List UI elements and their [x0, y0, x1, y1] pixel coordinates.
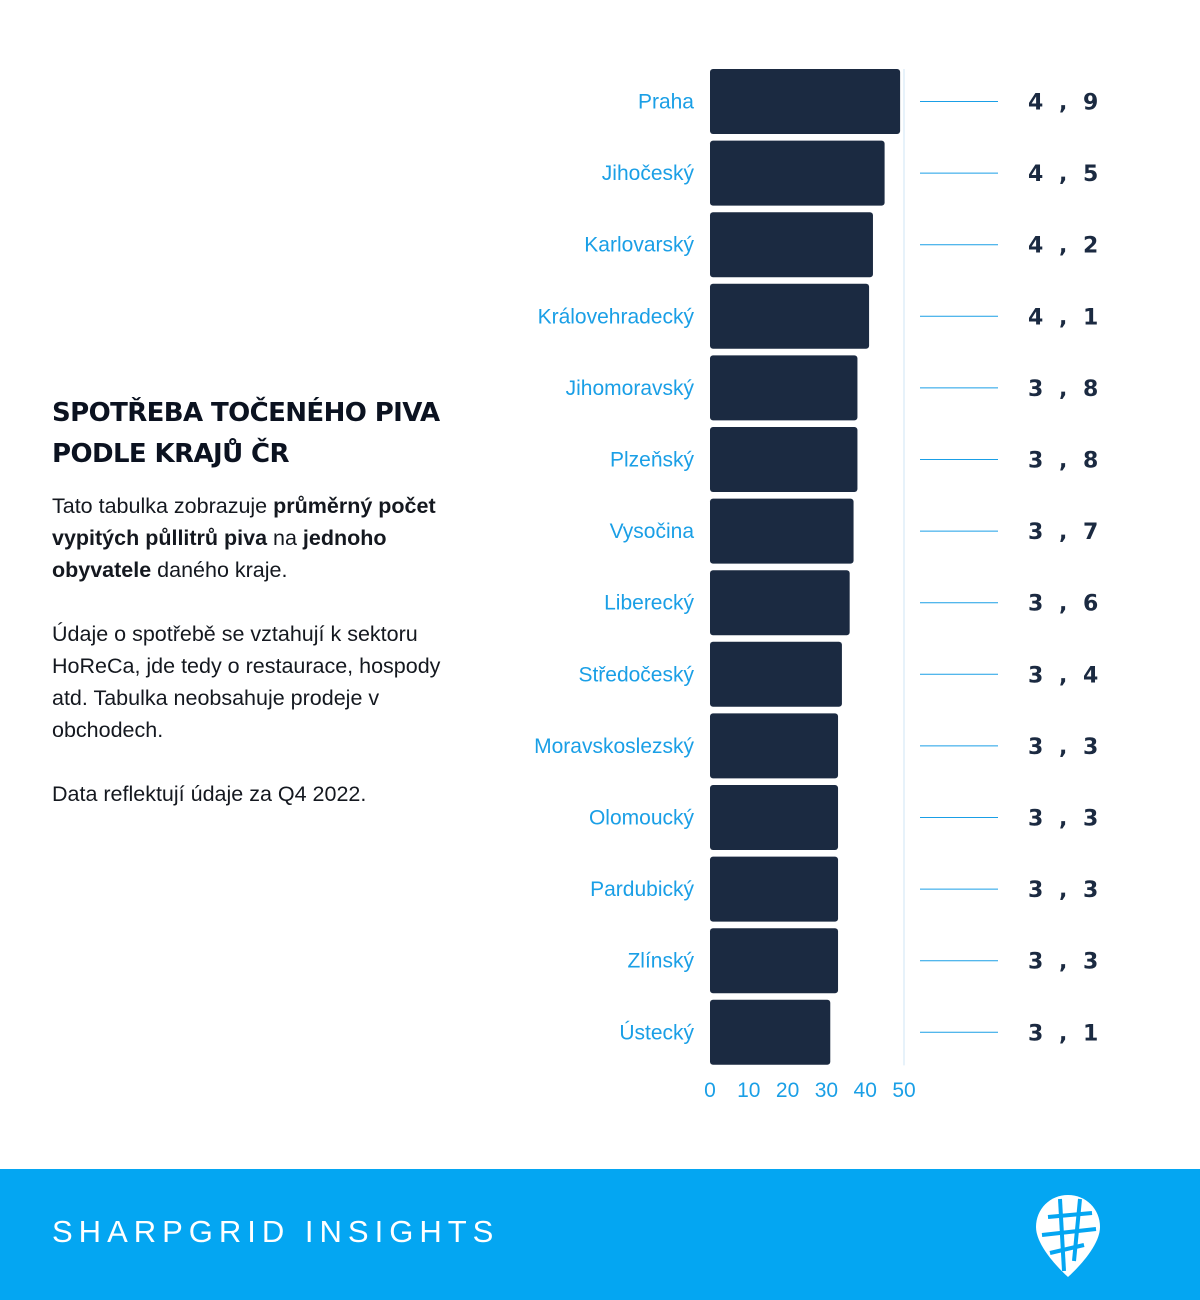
value-label: 3 , 6 — [1028, 592, 1102, 617]
category-label: Olomoucký — [589, 807, 695, 830]
bar — [710, 713, 839, 779]
x-tick-label: 10 — [737, 1079, 760, 1102]
bar — [710, 212, 873, 278]
category-label: Plzeňský — [610, 449, 695, 472]
value-label: 3 , 3 — [1028, 735, 1102, 760]
category-label: Liberecký — [604, 592, 694, 615]
value-label: 4 , 9 — [1028, 91, 1102, 116]
value-label: 3 , 3 — [1028, 950, 1102, 975]
category-label: Královehradecký — [538, 305, 695, 328]
description-paragraph-1: Tato tabulka zobrazuje průměrný počet vy… — [52, 490, 472, 586]
value-label: 3 , 4 — [1028, 663, 1102, 688]
x-tick-label: 30 — [815, 1079, 838, 1102]
bar — [710, 427, 858, 492]
bar — [710, 570, 850, 636]
description-paragraph-3: Data reflektují údaje za Q4 2022. — [52, 782, 367, 806]
bar — [710, 999, 831, 1065]
bar — [710, 856, 839, 922]
value-label: 4 , 1 — [1028, 305, 1102, 330]
bar — [710, 355, 858, 421]
description-text: Tato tabulka zobrazuje — [52, 494, 274, 518]
category-label: Praha — [638, 91, 694, 114]
description-paragraph-2: Údaje o spotřebě se vztahují k sektoru H… — [52, 622, 441, 742]
value-label: 3 , 8 — [1028, 377, 1102, 402]
value-label: 3 , 3 — [1028, 807, 1102, 832]
brand-name: SHARPGRID INSIGHTS — [52, 1214, 500, 1249]
x-tick-label: 50 — [892, 1079, 915, 1102]
value-label: 3 , 8 — [1028, 449, 1102, 474]
value-label: 3 , 7 — [1028, 520, 1102, 545]
bar — [710, 928, 839, 994]
x-tick-label: 20 — [776, 1079, 799, 1102]
bar-chart: Praha 4 , 9 Jihočeský 4 , 5 Karlovarský 4 , 2… — [534, 69, 1102, 1102]
value-label: 3 , 1 — [1028, 1021, 1102, 1046]
chart-title: SPOTŘEBA TOČENÉHO PIVA PODLE KRAJŮ ČR — [52, 398, 440, 469]
footer-bar — [0, 1169, 1200, 1300]
category-label: Zlínský — [627, 950, 694, 973]
map-pin-grid-icon — [1036, 1195, 1100, 1277]
bar — [710, 69, 901, 134]
category-label: Jihočeský — [602, 162, 695, 185]
value-label: 4 , 5 — [1028, 162, 1102, 187]
bar — [710, 641, 842, 707]
x-tick-label: 40 — [854, 1079, 877, 1102]
category-label: Jihomoravský — [566, 377, 695, 400]
value-label: 4 , 2 — [1028, 234, 1102, 259]
category-label: Karlovarský — [584, 234, 694, 257]
description-highlight: jednoho obyvatele — [52, 526, 387, 582]
bar — [710, 140, 885, 206]
bar — [710, 283, 870, 349]
description-text: daného kraje. — [151, 558, 288, 582]
description-text: na — [267, 526, 303, 550]
category-label: Moravskoslezský — [534, 735, 694, 758]
bar — [710, 785, 839, 850]
bar — [710, 498, 854, 564]
category-label: Ústecký — [619, 1021, 694, 1044]
description-highlight: průměrný počet vypitých půllitrů piva — [52, 494, 436, 550]
category-label: Středočeský — [578, 663, 694, 686]
description: Tato tabulka zobrazuje průměrný počet vy… — [52, 490, 472, 810]
category-label: Pardubický — [590, 878, 694, 901]
category-label: Vysočina — [610, 520, 695, 543]
x-tick-label: 0 — [704, 1079, 716, 1102]
value-label: 3 , 3 — [1028, 878, 1102, 903]
